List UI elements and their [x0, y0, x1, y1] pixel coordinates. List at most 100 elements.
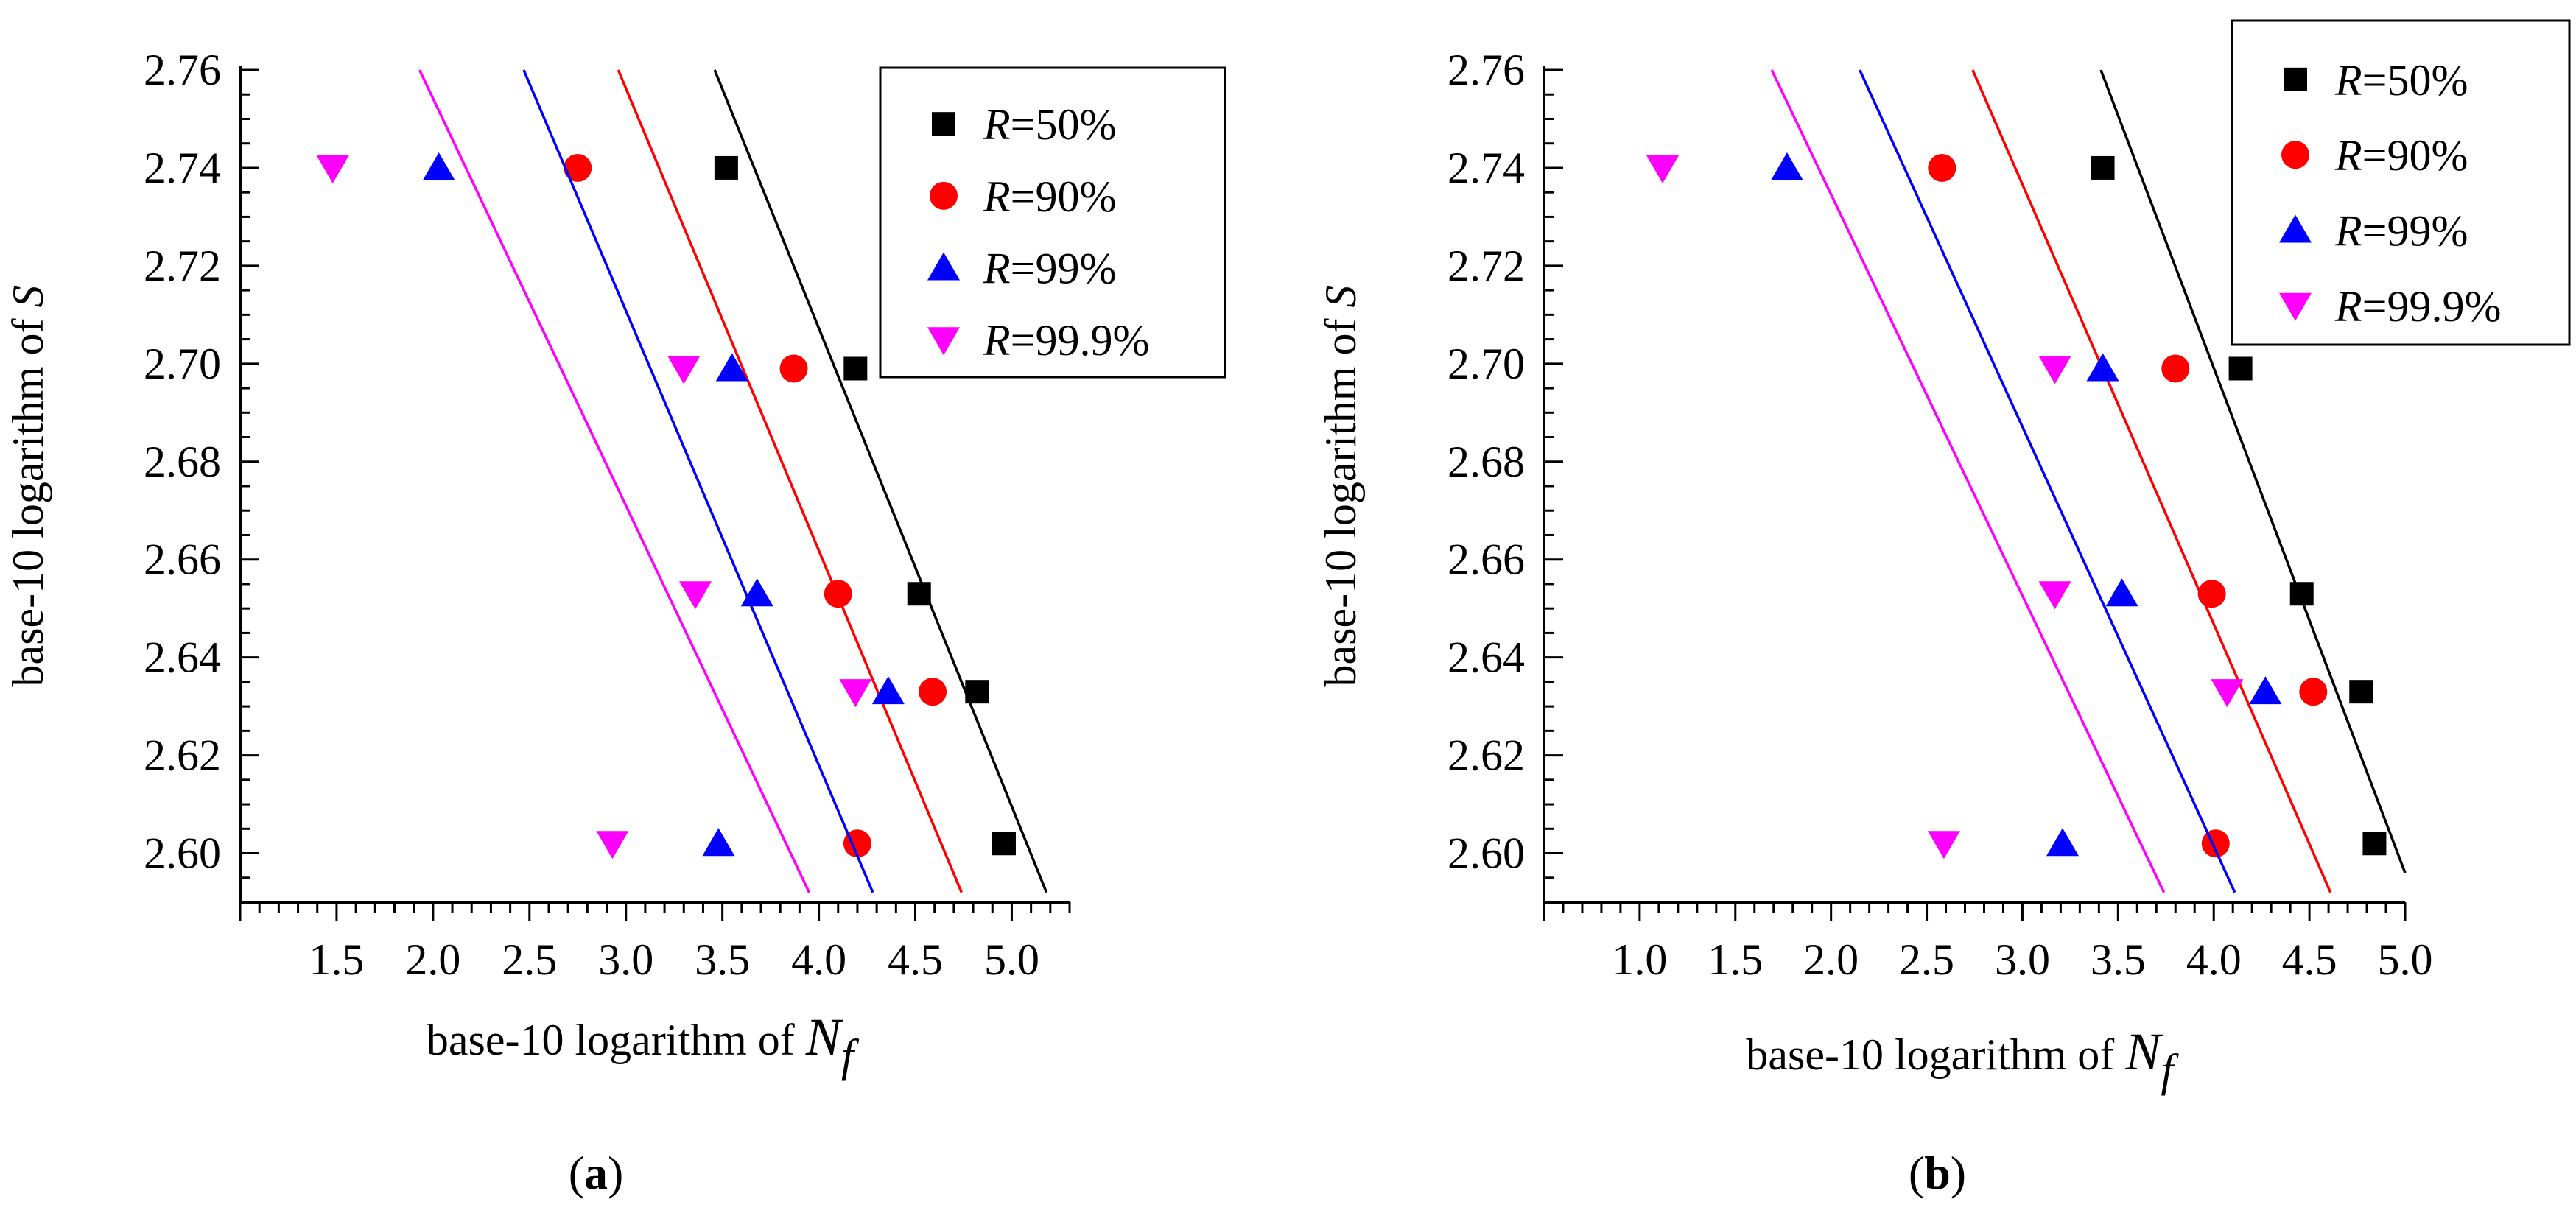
data-point: [2038, 581, 2071, 610]
data-point: [2211, 679, 2244, 708]
data-point: [2086, 353, 2119, 382]
y-tick-label: 2.72: [144, 242, 221, 290]
data-point: [1770, 152, 1803, 180]
y-tick-label: 2.68: [144, 437, 221, 486]
x-tick-label: 3.5: [2091, 935, 2146, 984]
data-point: [824, 580, 852, 608]
legend-marker: [2281, 141, 2309, 169]
data-point: [1646, 155, 1680, 183]
data-point: [2046, 828, 2079, 857]
x-tick-label: 2.5: [502, 935, 557, 984]
fit-line: [2099, 69, 2407, 873]
data-point: [678, 581, 712, 610]
series-circle: [1928, 69, 2332, 893]
y-tick-label: 2.62: [144, 731, 221, 780]
y-tick-label: 2.76: [1447, 46, 1525, 94]
series-triangle-down: [316, 69, 872, 893]
legend-marker: [932, 112, 955, 136]
y-tick-label: 2.64: [1447, 633, 1525, 682]
data-point: [992, 832, 1016, 856]
y-tick-label: 2.76: [144, 46, 221, 94]
data-point: [779, 354, 808, 383]
series-square: [713, 69, 1048, 893]
data-point: [596, 831, 629, 859]
fit-line: [713, 69, 1048, 893]
x-tick-label: 2.5: [1899, 935, 1954, 984]
y-tick-label: 2.60: [1447, 829, 1525, 878]
fit-line: [1770, 69, 2166, 893]
fit-line: [418, 69, 811, 893]
x-tick-label: 1.5: [309, 935, 364, 984]
legend-label: R=99%: [2334, 206, 2468, 255]
legend-marker: [2284, 67, 2307, 91]
data-point: [714, 155, 738, 180]
y-tick-label: 2.74: [1447, 144, 1525, 192]
y-tick-label: 2.74: [144, 144, 221, 192]
data-point: [2362, 832, 2387, 856]
data-point: [907, 582, 931, 606]
data-point: [1927, 831, 1960, 859]
x-tick-label: 1.5: [1708, 935, 1763, 984]
series-circle: [564, 69, 963, 893]
data-point: [919, 678, 947, 706]
x-tick-label: 3.0: [598, 935, 653, 984]
legend-label: R=99.9%: [2334, 282, 2501, 331]
data-point: [2161, 354, 2190, 383]
legend-label: R=90%: [983, 172, 1116, 221]
y-tick-label: 2.68: [1447, 437, 1525, 486]
data-point: [316, 155, 349, 183]
data-point: [2091, 155, 2115, 180]
data-point: [2197, 580, 2226, 608]
y-tick-label: 2.60: [144, 829, 221, 878]
x-tick-label: 1.0: [1612, 935, 1667, 984]
data-point: [2249, 676, 2282, 705]
data-point: [871, 676, 905, 705]
data-point: [965, 680, 989, 704]
y-tick-label: 2.62: [1447, 731, 1525, 780]
panel-b: 2.60 2.62 2.64 2.66 2.68 2.70 2.72 2.74 2.76 1.0 1…: [1316, 19, 2571, 1199]
x-tick-label: 3.5: [695, 935, 750, 984]
legend: R=50% R=90% R=99% R=99.9%: [2231, 19, 2571, 346]
legend-marker: [927, 327, 960, 356]
data-point: [702, 828, 735, 857]
legend-label: R=99.9%: [983, 316, 1149, 365]
y-tick-label: 2.66: [1447, 535, 1525, 584]
panel-a: 2.60 2.62 2.64 2.66 2.68 2.70 2.72 2.74 2.76 1.5 2…: [4, 46, 1226, 1199]
y-tick-label: 2.70: [144, 340, 221, 388]
x-tick-label: 3.0: [1995, 935, 2050, 984]
legend-label: R=50%: [2334, 56, 2468, 105]
data-point: [2038, 356, 2071, 384]
x-tick-label: 2.0: [405, 935, 460, 984]
fit-line: [1859, 69, 2236, 893]
legend: R=50% R=90% R=99% R=99.9%: [879, 66, 1226, 379]
data-point: [2289, 582, 2314, 606]
series-triangle-down: [1646, 69, 2244, 893]
data-point: [2299, 678, 2328, 706]
legend-label: R=90%: [2334, 131, 2468, 180]
x-tick-label: 4.5: [2282, 935, 2337, 984]
data-point: [715, 353, 748, 382]
data-point: [667, 356, 701, 384]
series-triangle-up: [1770, 69, 2282, 893]
series-triangle-up: [422, 69, 905, 893]
x-tick-label: 5.0: [2378, 935, 2433, 984]
y-axis-title: base-10 logarithm of S: [1316, 286, 1365, 687]
y-tick-label: 2.72: [1447, 242, 1525, 290]
x-axis-title: base-10 logarithm of Nf: [1746, 1022, 2179, 1096]
data-point: [839, 679, 872, 708]
x-tick-label: 4.0: [2186, 935, 2242, 984]
x-tick-label: 5.0: [984, 935, 1039, 984]
y-axis-title: base-10 logarithm of S: [4, 286, 52, 687]
data-point: [2228, 356, 2253, 381]
y-tick-label: 2.70: [1447, 340, 1525, 388]
x-tick-label: 4.5: [888, 935, 943, 984]
x-tick-label: 4.0: [791, 935, 846, 984]
data-point: [422, 152, 455, 180]
data-point: [1928, 153, 1956, 182]
data-point: [2105, 578, 2138, 607]
fit-line: [617, 69, 963, 893]
fit-line: [1971, 69, 2332, 893]
legend-marker: [2279, 292, 2312, 321]
series-square: [2091, 69, 2407, 873]
